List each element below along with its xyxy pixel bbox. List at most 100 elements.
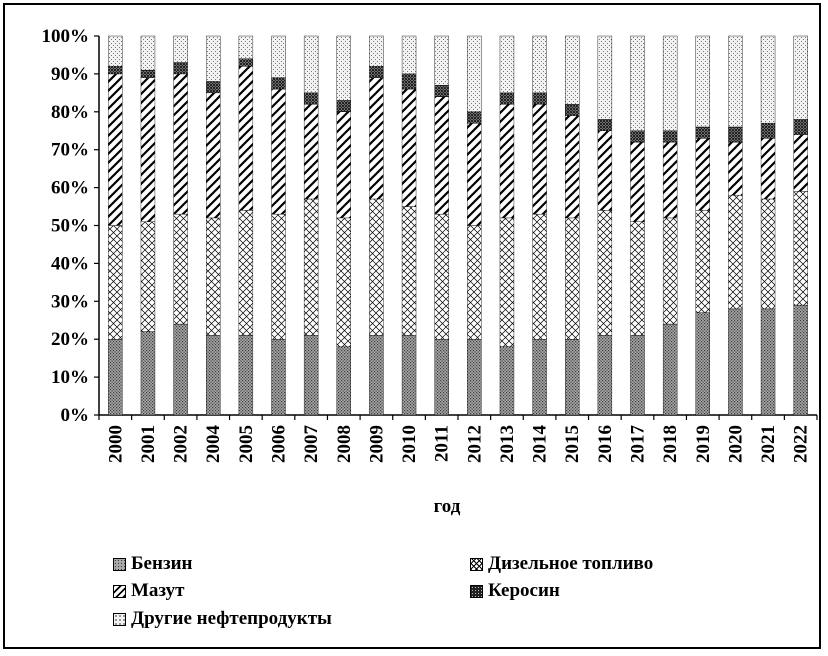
bar-segment: [597, 119, 613, 131]
bar-segment: [695, 138, 710, 211]
bar-segment: [597, 335, 613, 416]
bar-segment: [565, 35, 580, 105]
bar-segment: [206, 217, 221, 336]
bar-segment: [108, 225, 123, 340]
benzin-swatch-icon: [113, 557, 126, 571]
bars-group: [108, 35, 808, 416]
bar-segment: [434, 339, 449, 416]
legend-label-other: Другие нефтепродукты: [131, 608, 332, 629]
legend-item-diesel: Дизельное топливо: [470, 553, 653, 575]
bar-segment: [108, 66, 123, 75]
x-tick-label: 2018: [660, 425, 681, 463]
bar-segment: [565, 104, 580, 116]
x-tick-label: 2012: [464, 425, 485, 463]
x-tick-label: 2011: [432, 425, 453, 462]
bar-segment: [499, 35, 515, 94]
x-tick-label: 2001: [138, 425, 159, 463]
bar-segment: [793, 134, 808, 192]
bar-segment: [369, 35, 384, 67]
bar-segment: [108, 73, 123, 226]
bar-segment: [434, 213, 449, 340]
bar-segment: [401, 88, 417, 207]
y-tick-label: 60%: [51, 178, 89, 199]
bar-segment: [401, 73, 417, 90]
bar-segment: [271, 35, 286, 78]
bar-segment: [597, 130, 613, 211]
x-tick-label: 2021: [758, 425, 779, 463]
bar-segment: [597, 35, 613, 120]
bar-segment: [467, 111, 482, 124]
bar-segment: [108, 339, 123, 416]
bar-segment: [336, 35, 351, 101]
legend-item-benzin: Бензин: [113, 553, 192, 575]
y-tick-label: 50%: [51, 216, 89, 237]
bar-segment: [173, 62, 188, 75]
bar-segment: [336, 217, 351, 347]
x-tick-label: 2014: [530, 425, 551, 464]
bar-segment: [630, 35, 645, 131]
legend-label-kerosin: Керосин: [488, 580, 560, 601]
legend-label-mazut: Мазут: [131, 580, 185, 601]
bar-segment: [434, 96, 449, 215]
bar-segment: [499, 346, 515, 416]
bar-segment: [760, 308, 776, 416]
bar-segment: [206, 35, 221, 82]
y-tick-label: 0%: [61, 405, 90, 426]
bar-segment: [206, 335, 221, 416]
bar-segment: [467, 225, 482, 340]
labels-group: 0% 10% 20% 30% 40% 50% 60% 70% 80% 90% 100% 2000 200…: [42, 26, 812, 463]
bar-segment: [140, 221, 156, 332]
bar-segment: [238, 35, 254, 59]
mazut-swatch-icon: [113, 584, 126, 598]
bar-segment: [238, 335, 254, 416]
y-tick-label: 40%: [51, 253, 89, 274]
bar-segment: [728, 35, 743, 128]
diesel-swatch-icon: [470, 557, 483, 571]
x-tick-label: 2004: [203, 425, 224, 464]
bar-segment: [793, 304, 808, 416]
bar-segment: [565, 115, 580, 219]
legend-label-diesel: Дизельное топливо: [488, 553, 654, 574]
y-tick-label: 80%: [51, 102, 89, 123]
bar-segment: [336, 346, 351, 416]
y-tick-label: 20%: [51, 329, 89, 350]
bar-segment: [303, 104, 319, 200]
x-tick-label: 2022: [791, 425, 812, 463]
x-tick-label: 2010: [399, 425, 420, 463]
bar-segment: [630, 130, 645, 143]
bar-segment: [303, 335, 319, 416]
bar-segment: [630, 335, 645, 416]
bar-segment: [662, 217, 678, 325]
bar-segment: [271, 88, 286, 215]
x-tick-label: 2007: [301, 425, 322, 464]
legend-item-kerosin: Керосин: [470, 580, 560, 602]
bar-segment: [108, 35, 123, 67]
other-swatch-icon: [113, 612, 126, 626]
bar-segment: [467, 122, 482, 226]
bar-segment: [434, 35, 449, 86]
bar-segment: [369, 77, 384, 200]
bar-segment: [303, 92, 319, 105]
bar-segment: [728, 126, 743, 143]
bar-segment: [140, 69, 156, 78]
bar-segment: [140, 35, 156, 71]
bar-segment: [271, 339, 286, 416]
bar-segment: [271, 77, 286, 90]
bar-segment: [369, 335, 384, 416]
bar-segment: [532, 104, 547, 215]
x-tick-label: 2009: [366, 425, 387, 463]
bar-segment: [238, 58, 254, 67]
bar-segment: [173, 35, 188, 63]
x-tick-label: 2002: [171, 425, 192, 463]
bar-segment: [467, 339, 482, 416]
stacked-bar-chart: 0% 10% 20% 30% 40% 50% 60% 70% 80% 90% 100% 2000 200…: [42, 26, 818, 517]
x-tick-label: 2019: [693, 425, 714, 463]
bar-segment: [695, 126, 710, 139]
bar-segment: [303, 198, 319, 336]
bar-segment: [597, 210, 613, 336]
legend-label-benzin: Бензин: [131, 553, 193, 574]
bar-segment: [401, 206, 417, 336]
bar-segment: [173, 213, 188, 325]
bar-segment: [238, 66, 254, 211]
bar-segment: [140, 331, 156, 416]
